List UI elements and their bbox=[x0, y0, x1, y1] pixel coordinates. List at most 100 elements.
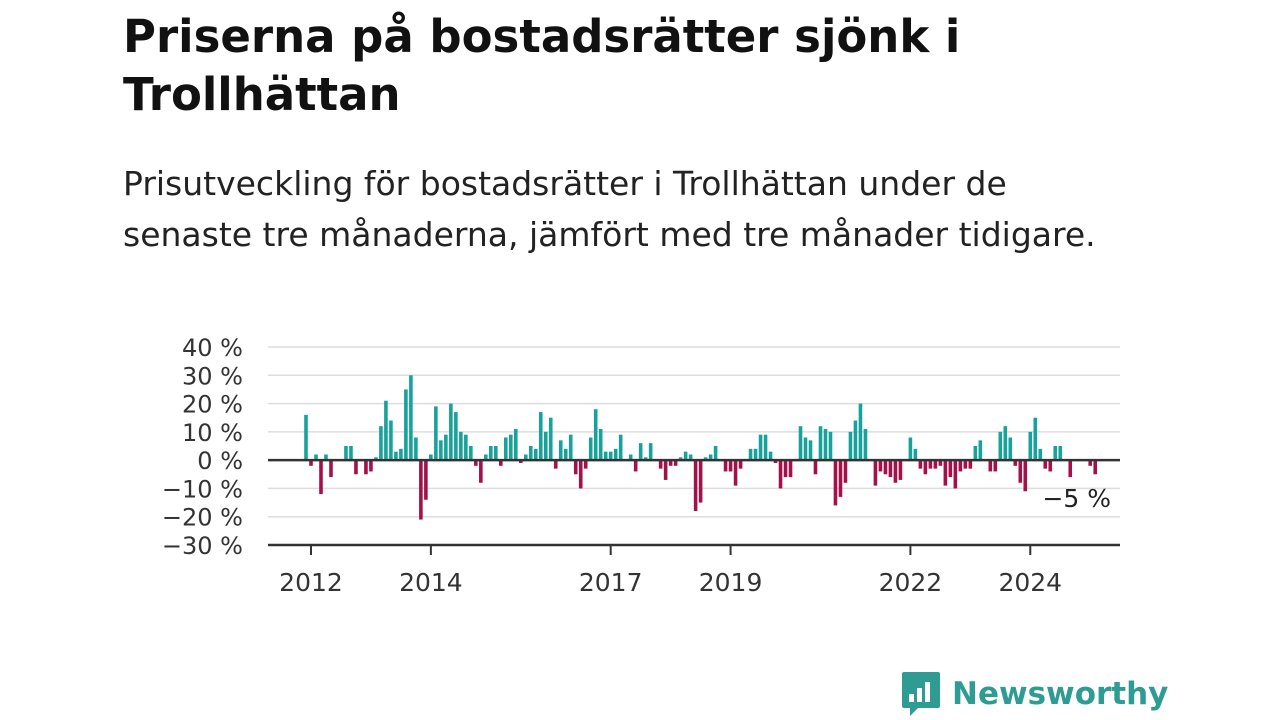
bar bbox=[813, 460, 818, 475]
bar bbox=[499, 460, 503, 466]
bar bbox=[414, 437, 418, 461]
bar bbox=[464, 434, 468, 461]
bar bbox=[693, 460, 698, 512]
bar bbox=[738, 460, 743, 469]
x-axis-ticks: 2012 2014 2017 2019 2022 2024 bbox=[279, 545, 1062, 597]
bar bbox=[444, 434, 448, 461]
bar bbox=[314, 454, 318, 461]
bar bbox=[898, 460, 903, 480]
bar bbox=[698, 460, 703, 503]
bar bbox=[553, 460, 558, 469]
bar bbox=[638, 443, 643, 461]
bar bbox=[479, 460, 483, 483]
bar bbox=[603, 451, 608, 461]
bar bbox=[968, 460, 973, 469]
bar bbox=[728, 460, 733, 472]
bar bbox=[384, 400, 388, 461]
bar bbox=[923, 460, 928, 475]
y-axis-tick-labels: 40 %30 %20 %10 %0 %−10 %−20 %−30 % bbox=[162, 334, 243, 560]
bar bbox=[1018, 460, 1023, 483]
bar bbox=[893, 460, 898, 483]
bar bbox=[1008, 437, 1013, 461]
x-tick-label: 2024 bbox=[998, 568, 1062, 597]
bar bbox=[404, 389, 408, 461]
bar bbox=[673, 460, 678, 466]
bar bbox=[349, 446, 353, 461]
bar bbox=[319, 460, 323, 495]
bar bbox=[1068, 460, 1073, 478]
bar bbox=[588, 437, 593, 461]
bar bbox=[533, 448, 538, 461]
bar bbox=[958, 460, 963, 472]
bar bbox=[573, 460, 578, 475]
bar bbox=[1048, 460, 1053, 472]
bar bbox=[598, 429, 603, 461]
y-tick-label: −30 % bbox=[162, 532, 243, 560]
bar bbox=[509, 434, 513, 461]
bar bbox=[988, 460, 993, 472]
bar bbox=[733, 460, 738, 486]
bar bbox=[489, 446, 493, 461]
bar bbox=[753, 448, 758, 461]
bar bbox=[773, 460, 778, 463]
bar bbox=[593, 409, 598, 461]
y-tick-label: 40 % bbox=[182, 334, 243, 362]
bar bbox=[324, 454, 328, 461]
bar bbox=[803, 437, 808, 461]
bar bbox=[523, 454, 528, 461]
bar bbox=[434, 406, 438, 461]
bar bbox=[778, 460, 783, 489]
bar bbox=[683, 451, 688, 461]
bar bbox=[1038, 448, 1043, 461]
bar bbox=[1093, 460, 1098, 475]
bar bbox=[449, 403, 453, 461]
bar bbox=[748, 448, 753, 461]
bar bbox=[613, 448, 618, 461]
bar bbox=[419, 460, 423, 520]
bar bbox=[643, 457, 648, 461]
y-tick-label: 20 % bbox=[182, 391, 243, 419]
bar bbox=[838, 460, 843, 497]
bar bbox=[878, 460, 883, 472]
bar bbox=[713, 446, 718, 461]
bar bbox=[399, 448, 403, 461]
bar bbox=[484, 454, 488, 461]
chart-title: Priserna på bostadsrätter sjönk i Trollh… bbox=[123, 10, 961, 121]
bar bbox=[668, 460, 673, 466]
bar bbox=[548, 417, 553, 461]
bar bbox=[1058, 446, 1063, 461]
newsworthy-logo: Newsworthy bbox=[900, 670, 1168, 718]
bar bbox=[1028, 431, 1033, 461]
bar bbox=[708, 454, 713, 461]
bar bbox=[873, 460, 878, 486]
bar bbox=[948, 460, 953, 478]
bar bbox=[608, 451, 613, 461]
x-tick-label: 2019 bbox=[699, 568, 763, 597]
bar bbox=[823, 429, 828, 461]
bar bbox=[913, 448, 918, 461]
y-tick-label: −20 % bbox=[162, 504, 243, 532]
bar bbox=[688, 454, 693, 461]
x-tick-label: 2022 bbox=[879, 568, 943, 597]
bar bbox=[993, 460, 998, 472]
bar bbox=[918, 460, 923, 469]
x-tick-label: 2014 bbox=[399, 568, 463, 597]
bar bbox=[998, 431, 1003, 461]
bar bbox=[858, 403, 863, 461]
bar bbox=[678, 457, 683, 461]
bar bbox=[848, 431, 853, 461]
bar bbox=[1088, 460, 1093, 466]
bar bbox=[1053, 446, 1058, 461]
bar bbox=[374, 457, 378, 461]
bar bbox=[933, 460, 938, 469]
x-tick-label: 2012 bbox=[279, 568, 343, 597]
bar bbox=[843, 460, 848, 483]
bar bbox=[1023, 460, 1028, 492]
bar bbox=[1033, 417, 1038, 461]
bar bbox=[833, 460, 838, 506]
bar bbox=[538, 412, 543, 461]
bar bbox=[389, 420, 393, 461]
bar bbox=[938, 460, 943, 466]
chart-subtitle: Prisutveckling för bostadsrätter i Troll… bbox=[123, 164, 1096, 254]
bar bbox=[808, 440, 813, 461]
